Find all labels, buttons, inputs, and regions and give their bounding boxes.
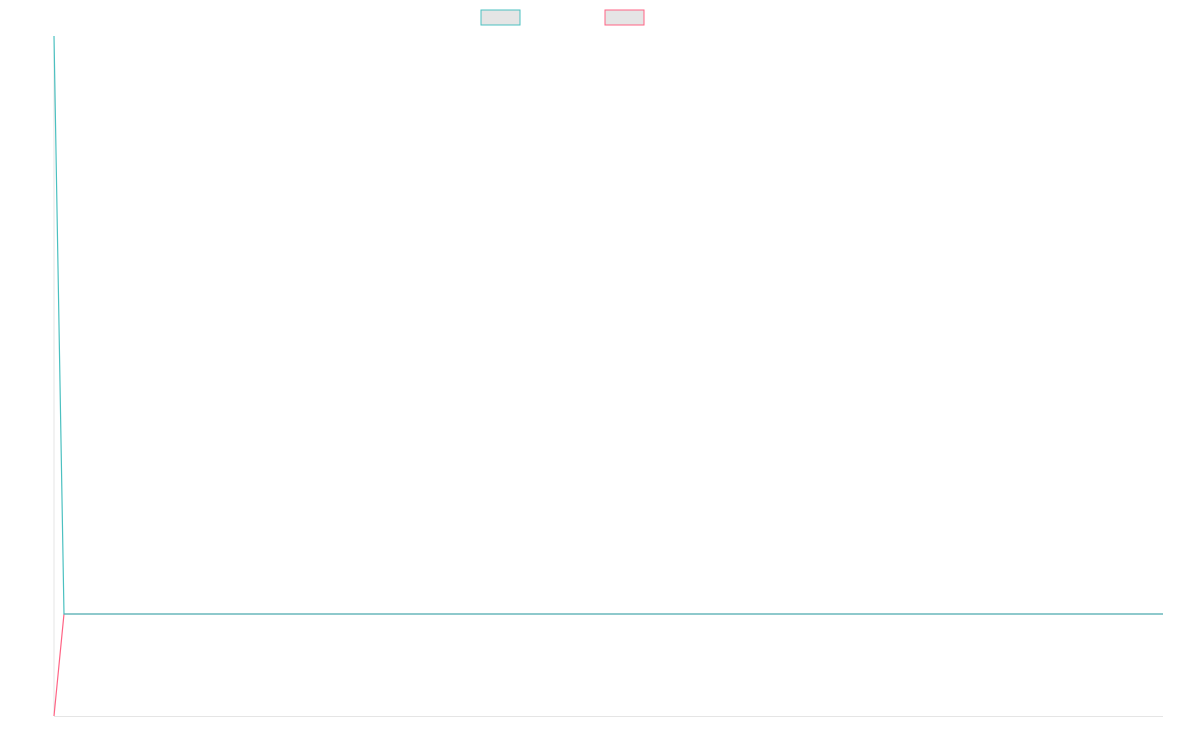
- series-line-2: [53, 613, 1163, 717]
- legend-swatch-1[interactable]: [480, 9, 521, 26]
- legend-swatch-2[interactable]: [604, 9, 645, 26]
- series-line-1: [53, 35, 1163, 615]
